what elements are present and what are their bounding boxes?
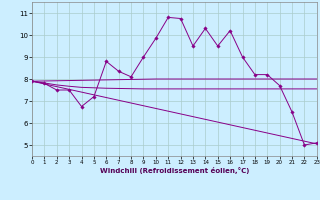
X-axis label: Windchill (Refroidissement éolien,°C): Windchill (Refroidissement éolien,°C): [100, 167, 249, 174]
